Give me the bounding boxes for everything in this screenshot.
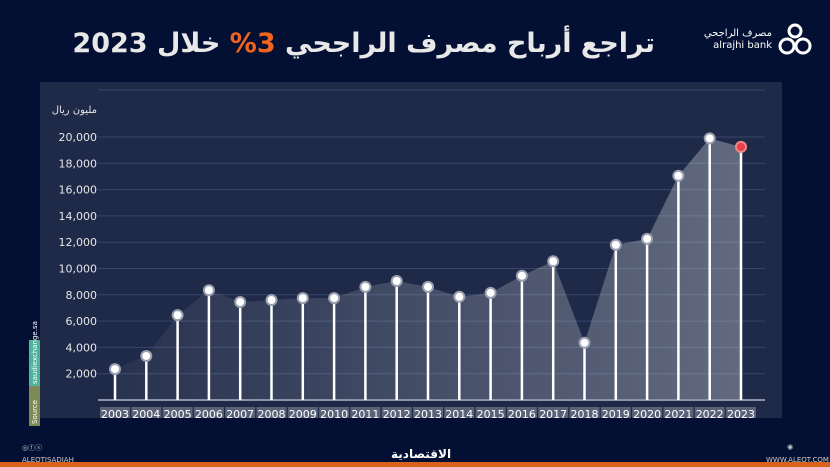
x-tick-bg [287,407,318,418]
x-tick-label: 2020 [633,408,661,418]
footer-brand: الاقتصادية [391,447,452,461]
lollipop-dot [580,338,589,347]
social-icons: ◎ⓕⓧ [22,444,43,452]
x-tick-label: 2017 [539,408,567,418]
x-tick-label: 2023 [727,408,755,418]
x-tick-bg [600,407,631,418]
x-tick-label: 2018 [571,408,599,418]
x-tick-label: 2005 [164,408,192,418]
x-tick-label: 2004 [132,408,160,418]
lollipop-dot [486,288,495,297]
x-tick-bg [569,407,600,418]
footer-handle: ALEQTISADIAH [22,456,74,464]
x-tick-bg [413,407,443,418]
x-tick-label: 2012 [383,408,411,418]
x-tick-label: 2007 [226,408,254,418]
x-tick-bg [663,407,694,418]
y-tick-label: 18,000 [59,157,98,170]
lollipop-dot [173,311,182,320]
y-tick-label: 20,000 [59,131,98,144]
x-tick-bg [193,407,224,418]
x-tick-bg [381,407,412,418]
y-tick-label: 10,000 [59,263,98,276]
y-tick-label: 12,000 [59,236,98,249]
x-tick-bg [225,407,256,418]
lollipop-dot [204,286,213,295]
alrajhi-logo: مصرف الراجحي alrajhi bank [704,22,812,58]
lollipop-chart: 2,000 4,000 6,000 8,000 10,000 12,000 14,000 16… [52,89,765,418]
y-tick-label: 14,000 [59,210,98,223]
lollipop-dot [424,282,432,291]
lollipop-dot [705,134,714,143]
x-tick-bg [632,407,663,418]
x-tick-bg [256,407,287,418]
lollipop-dot [330,294,339,303]
lollipop-dot [674,171,683,180]
x-tick-label: 2021 [664,408,692,418]
lollipop-dot [236,298,245,307]
x-tick-label: 2015 [477,408,505,418]
web-icon: ◉ [787,443,794,451]
lollipop-dot [517,271,526,280]
y-axis-label: مليون ريال [52,105,97,116]
x-tick-bg [726,407,756,418]
x-tick-bg [506,407,537,418]
x-tick-label: 2003 [101,408,129,418]
x-tick-label: 2008 [258,408,286,418]
x-tick-bg [694,407,725,418]
lollipop-dot [267,296,276,305]
alrajhi-emblem-icon [778,23,812,55]
lollipop-dot [643,234,652,243]
footer-website: WWW.ALEQT.COM [766,456,829,464]
x-tick-bg [131,407,162,418]
x-tick-label: 2006 [195,408,223,418]
x-tick-label: 2014 [445,408,473,418]
lollipop-dot [142,351,151,360]
y-tick-label: 8,000 [66,289,98,302]
x-tick-bg [350,407,381,418]
lollipop-dot [611,240,620,249]
chart-panel: 2,000 4,000 6,000 8,000 10,000 12,000 14,000 16… [40,82,782,418]
lollipop-dot [455,292,464,301]
x-tick-bg [538,407,569,418]
lollipop-dot [298,294,307,303]
lollipop-dot [549,257,558,266]
lollipop-dot [111,365,119,374]
chart-title: تراجع أرباح مصرف الراجحي 3% خلال 2023 [72,28,655,59]
x-tick-label: 2016 [508,408,536,418]
x-tick-bg [162,407,193,418]
bottom-bar [0,462,830,467]
x-tick-bg [444,407,475,418]
source-label: Source [31,399,39,424]
x-tick-label: 2013 [414,408,442,418]
x-tick-label: 2010 [320,408,348,418]
x-tick-bg [319,407,350,418]
x-tick-bg [100,407,130,418]
x-tick-label: 2022 [696,408,724,418]
x-tick-label: 2019 [602,408,630,418]
x-tick-bg [475,407,506,418]
lollipop-dot [392,276,401,285]
y-tick-label: 4,000 [66,341,98,354]
lollipop-dot [361,282,370,291]
source-value: saudiexchange.sa [31,321,39,384]
lollipop-dot [737,142,745,151]
source-badge: Source saudiexchange.sa [29,321,40,426]
y-tick-label: 16,000 [59,184,98,197]
x-tick-label: 2011 [351,408,379,418]
y-tick-label: 6,000 [66,315,98,328]
x-tick-label: 2009 [289,408,317,418]
y-tick-label: 2,000 [66,368,98,381]
